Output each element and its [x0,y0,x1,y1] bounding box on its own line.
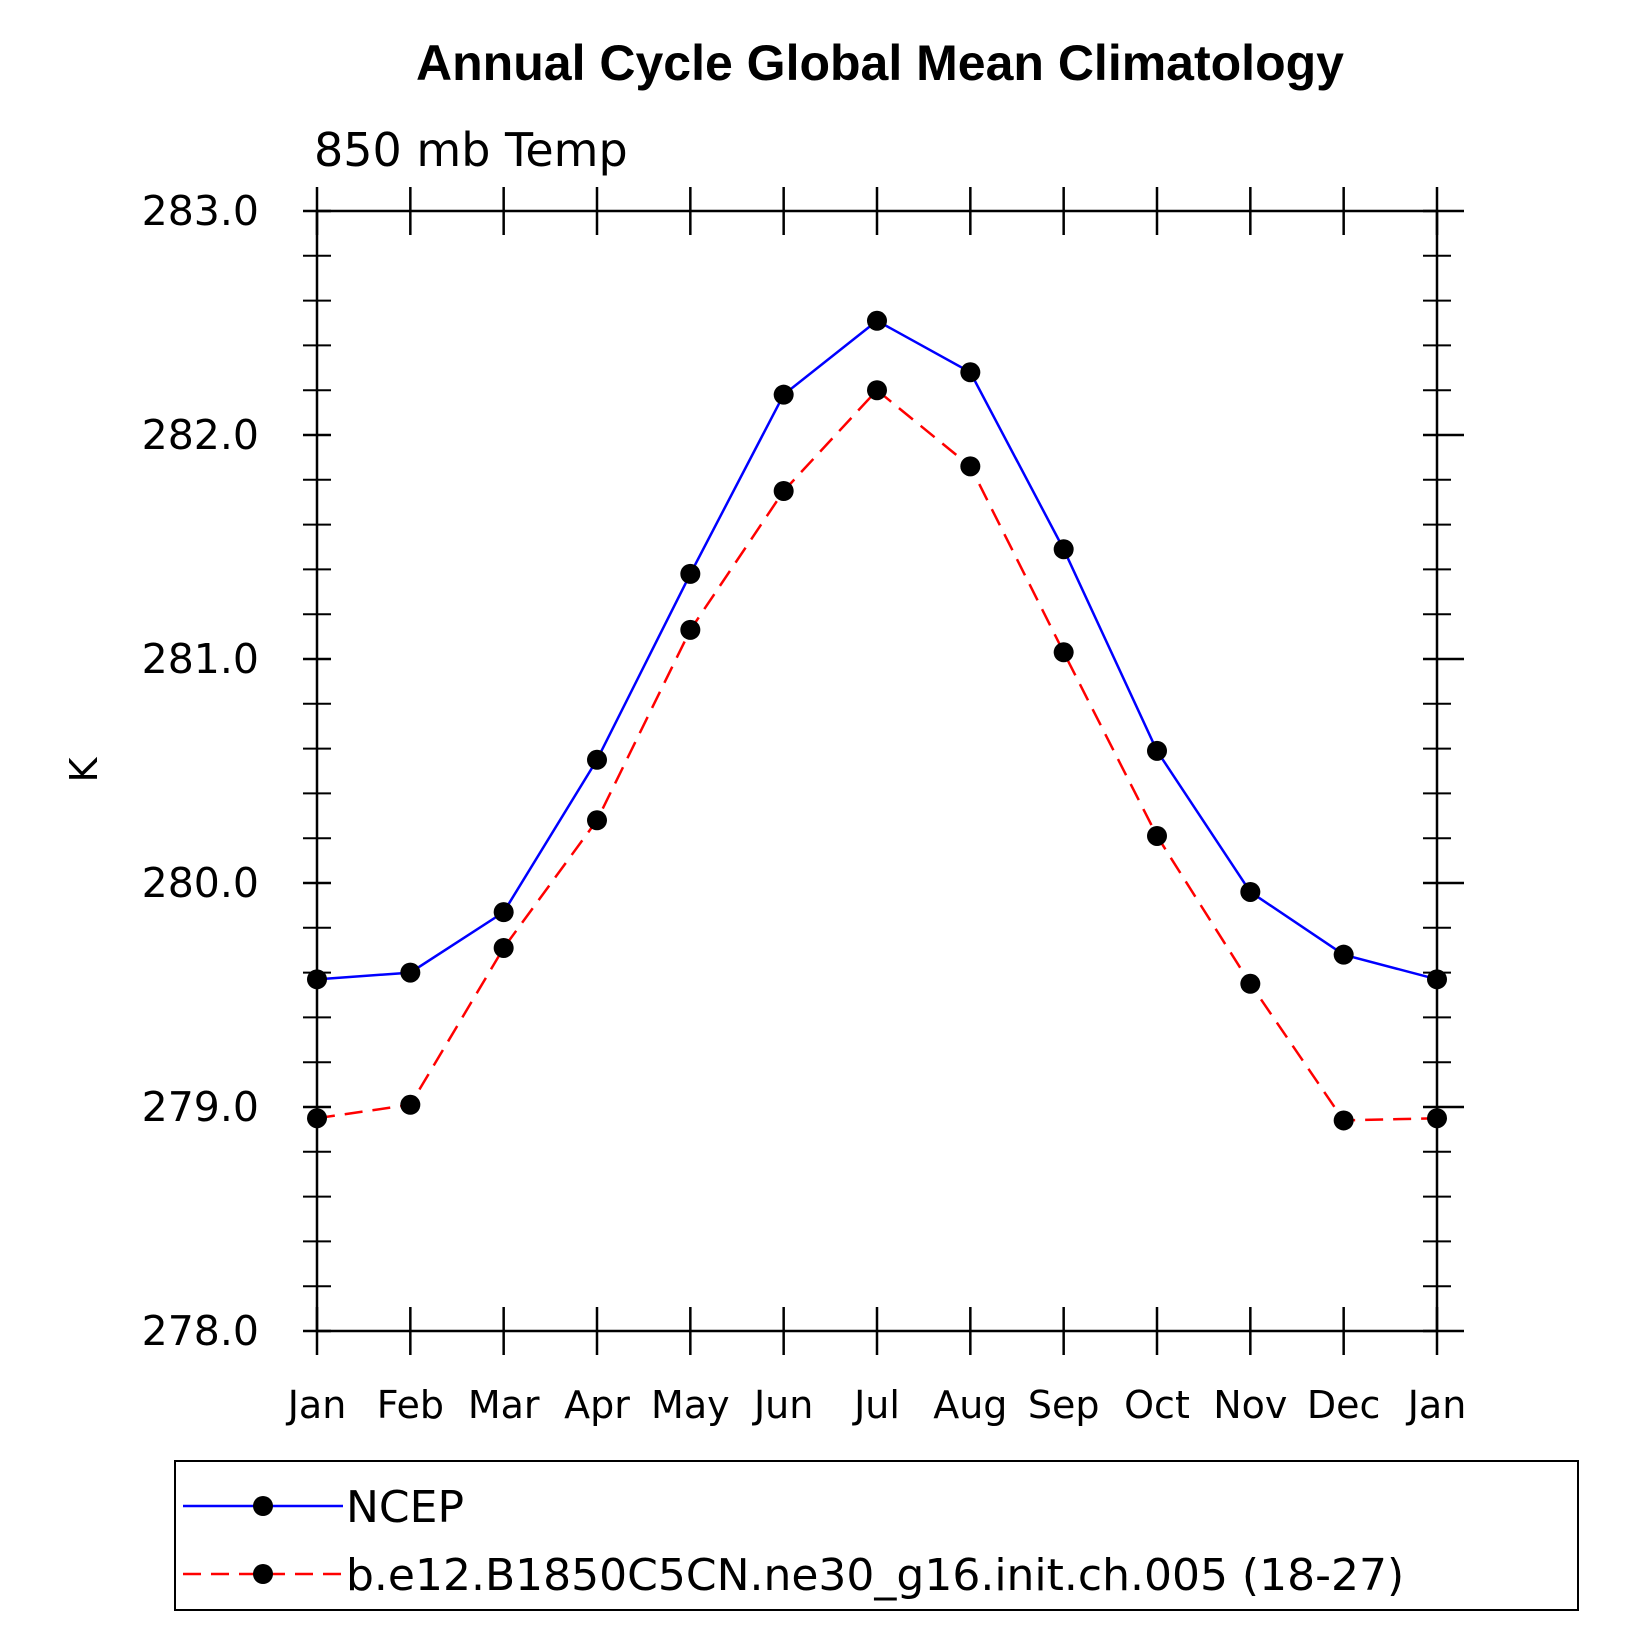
x-tick-label-jan: Jan [1406,1383,1467,1427]
series-0-point-10 [1240,881,1261,902]
series-0-point-2 [493,902,514,923]
series-1-point-12 [1427,1108,1447,1129]
series-1-point-3 [587,810,607,831]
series-1-point-9 [1147,825,1167,846]
series-0-point-6 [867,310,887,331]
axis-ticks [303,187,1464,1355]
x-tick-label-oct: Oct [1124,1383,1190,1427]
series-1-point-7 [960,456,981,477]
legend: NCEP b.e12.B1850C5CN.ne30_g16.init.ch.005… [174,1460,1579,1611]
series-0-point-4 [680,563,701,584]
series-1-point-0 [307,1108,327,1129]
x-tick-label-sep: Sep [1028,1383,1100,1427]
series-0-point-1 [400,962,421,983]
x-tick-label-nov: Nov [1213,1383,1287,1427]
y-tick-label: 279.0 [142,1083,259,1131]
x-tick-labels: Jan Feb Mar Apr May Jun Jul Aug Sep Oct Nov Dec Jan [286,1383,1467,1427]
series-1-point-8 [1053,642,1074,663]
series-0-point-9 [1147,740,1167,761]
series-1-point-11 [1333,1110,1354,1131]
x-tick-label-jul: Jul [852,1383,900,1427]
series-0-point-0 [307,969,327,990]
x-tick-label-jun: Jun [752,1383,813,1427]
y-tick-label: 278.0 [142,1307,259,1355]
x-tick-label-may: May [651,1383,730,1427]
series-0-point-3 [587,749,607,770]
chart-subtitle: 850 mb Temp [314,123,628,177]
series-0-point-12 [1427,969,1447,990]
series-0-point-5 [773,384,794,405]
x-tick-label-aug: Aug [933,1383,1007,1427]
y-tick-label: 280.0 [142,859,259,907]
y-tick-label: 282.0 [142,411,259,459]
y-tick-label: 283.0 [142,187,259,235]
y-axis-label: K [62,756,106,782]
series-0-point-7 [960,362,981,383]
y-tick-labels: 278.0 279.0 280.0 281.0 282.0 283.0 [142,187,259,1355]
series-1-point-4 [680,619,701,640]
x-tick-label-mar: Mar [468,1383,540,1427]
chart-title: Annual Cycle Global Mean Climatology [416,35,1344,91]
x-tick-label-feb: Feb [377,1383,444,1427]
series-0-point-11 [1333,944,1354,965]
x-tick-label-jan: Jan [286,1383,347,1427]
legend-marker-1 [253,1564,273,1584]
series-1-point-5 [773,481,794,501]
x-tick-label-dec: Dec [1307,1383,1381,1427]
legend-label-0: NCEP [346,1482,464,1533]
legend-marker-0 [253,1496,273,1516]
series-0-point-8 [1053,539,1074,560]
y-tick-label: 281.0 [142,635,259,683]
legend-label-1: b.e12.B1850C5CN.ne30_g16.init.ch.005 (18… [346,1550,1404,1601]
series-1-point-2 [493,937,514,958]
series-1-point-6 [867,380,887,401]
x-tick-label-apr: Apr [564,1383,630,1427]
legend-box [174,1460,1579,1611]
series-1-point-10 [1240,973,1261,994]
legend-entries: NCEP b.e12.B1850C5CN.ne30_g16.init.ch.005… [183,1482,1404,1601]
series-1-point-1 [400,1094,421,1115]
series-layer [307,310,1447,1131]
